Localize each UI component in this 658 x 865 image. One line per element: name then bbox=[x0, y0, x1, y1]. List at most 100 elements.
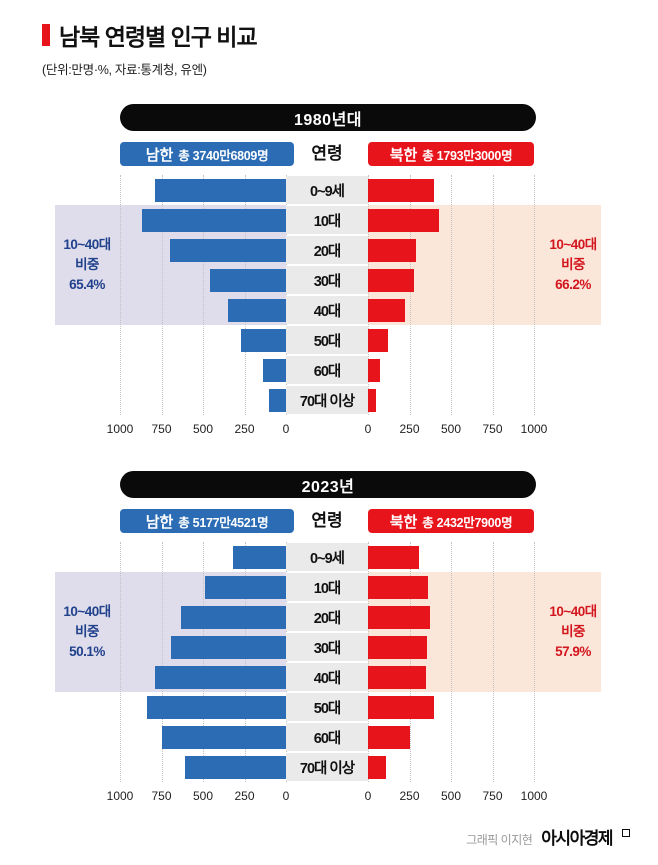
axis-tick-label: 0 bbox=[364, 422, 372, 436]
south-plot bbox=[120, 542, 286, 572]
axis-tick-label: 250 bbox=[399, 789, 420, 803]
axis-tick-label: 500 bbox=[440, 422, 462, 436]
annotation-line: 65.4% bbox=[69, 277, 105, 293]
gridline bbox=[286, 542, 287, 782]
age-label: 60대 bbox=[286, 356, 368, 384]
annotation-line: 비중 bbox=[75, 623, 99, 639]
age-row: 0~9세 bbox=[0, 542, 658, 572]
age-label: 0~9세 bbox=[286, 176, 368, 204]
row-spacer bbox=[0, 722, 120, 752]
axis-tick-label: 500 bbox=[192, 422, 214, 436]
north-bar bbox=[368, 725, 411, 749]
chart-section-0: 1980년대 남한 총 3740만6809명 연령 북한 총 1793만3000명 0~9세… bbox=[0, 104, 658, 437]
north-bar bbox=[368, 388, 377, 412]
gridline bbox=[451, 175, 452, 415]
north-plot bbox=[368, 235, 534, 265]
north-axis: 0 250 500 750 1000 bbox=[364, 784, 548, 803]
south-bar bbox=[161, 725, 286, 749]
row-spacer bbox=[0, 325, 120, 355]
annotation-line: 10~40대 bbox=[63, 236, 111, 252]
south-bar bbox=[232, 545, 286, 569]
south-plot bbox=[120, 325, 286, 355]
gridline bbox=[286, 175, 287, 415]
charts-container: 1980년대 남한 총 3740만6809명 연령 북한 총 1793만3000명 0~9세… bbox=[0, 104, 658, 804]
row-spacer bbox=[0, 385, 120, 415]
north-bar bbox=[368, 298, 406, 322]
north-bar bbox=[368, 358, 381, 382]
north-bar bbox=[368, 755, 387, 779]
south-plot bbox=[120, 692, 286, 722]
gridline bbox=[409, 542, 411, 782]
north-plot bbox=[368, 692, 534, 722]
south-plot bbox=[120, 722, 286, 752]
south-total-badge: 남한 총 5177만4521명 bbox=[120, 509, 294, 533]
south-axis: 1000 750 500 250 0 bbox=[107, 417, 290, 436]
south-plot bbox=[120, 355, 286, 385]
south-plot bbox=[120, 752, 286, 782]
axis-tick-label: 250 bbox=[234, 789, 255, 803]
axis-tick-label: 750 bbox=[482, 422, 503, 436]
south-bar bbox=[141, 208, 286, 232]
age-label: 20대 bbox=[286, 603, 368, 631]
age-row: 50대 bbox=[0, 325, 658, 355]
legend-row: 남한 총 3740만6809명 연령 북한 총 1793만3000명 bbox=[0, 142, 658, 166]
south-bar bbox=[146, 695, 286, 719]
chart-body: 0~9세 10대 20대 30대 40대 50대 60대 70대 이상 10~40대 비중 50.1… bbox=[0, 542, 658, 804]
north-bar bbox=[368, 635, 427, 659]
brand-logo: 아시아경제 bbox=[541, 829, 613, 848]
rows: 0~9세 10대 20대 30대 40대 50대 60대 70대 이상 bbox=[0, 542, 658, 782]
age-column-header: 연령 bbox=[311, 144, 343, 163]
south-plot bbox=[120, 295, 286, 325]
annotation-line: 66.2% bbox=[555, 277, 591, 293]
north-total-label: 총 1793만3000명 bbox=[422, 148, 513, 163]
north-plot bbox=[368, 175, 534, 205]
title-row: 남북 연령별 인구 비교 bbox=[42, 18, 658, 52]
age-label: 10대 bbox=[286, 206, 368, 234]
age-label: 40대 bbox=[286, 296, 368, 324]
annotation-line: 비중 bbox=[561, 623, 585, 639]
axis-tick-label: 1000 bbox=[520, 789, 548, 803]
north-plot bbox=[368, 662, 534, 692]
north-bar bbox=[368, 268, 415, 292]
north-total-badge: 북한 총 1793만3000명 bbox=[368, 142, 534, 166]
south-bar bbox=[171, 635, 286, 659]
south-bar bbox=[241, 328, 286, 352]
south-name-label: 남한 bbox=[145, 513, 174, 531]
page-title: 남북 연령별 인구 비교 bbox=[59, 24, 258, 50]
south-plot bbox=[120, 385, 286, 415]
page-header: 남북 연령별 인구 비교 (단위:만명·%, 자료:통계청, 유엔) bbox=[0, 0, 658, 78]
age-row: 40대 bbox=[0, 662, 658, 692]
rows: 0~9세 10대 20대 30대 40대 50대 60대 70대 이상 bbox=[0, 175, 658, 415]
age-row: 20대 bbox=[0, 602, 658, 632]
row-spacer bbox=[0, 752, 120, 782]
age-row: 60대 bbox=[0, 722, 658, 752]
north-bar bbox=[368, 575, 428, 599]
gridline bbox=[161, 542, 163, 782]
age-row: 70대 이상 bbox=[0, 385, 658, 415]
south-share-annotation: 10~40대 비중 50.1% bbox=[52, 572, 122, 692]
south-plot bbox=[120, 662, 286, 692]
age-label: 30대 bbox=[286, 266, 368, 294]
graphic-credit: 그래픽 이지현 bbox=[466, 833, 533, 847]
axis-tick-label: 1000 bbox=[106, 422, 134, 436]
axis-tick-label: 250 bbox=[234, 422, 255, 436]
north-plot bbox=[368, 752, 534, 782]
annotation-line: 57.9% bbox=[555, 644, 591, 660]
gridline bbox=[368, 175, 369, 415]
page-footer: 그래픽 이지현 아시아경제 bbox=[466, 824, 630, 849]
axis-tick-label: 0 bbox=[364, 789, 372, 803]
annotation-line: 비중 bbox=[75, 256, 99, 272]
age-row: 30대 bbox=[0, 265, 658, 295]
age-row: 50대 bbox=[0, 692, 658, 722]
row-spacer bbox=[0, 355, 120, 385]
axis-tick-label: 750 bbox=[482, 789, 503, 803]
brand-mark-icon bbox=[622, 829, 630, 837]
gridline bbox=[451, 542, 452, 782]
age-label: 50대 bbox=[286, 326, 368, 354]
north-bar bbox=[368, 545, 420, 569]
gridline bbox=[492, 542, 494, 782]
gridline bbox=[203, 542, 204, 782]
